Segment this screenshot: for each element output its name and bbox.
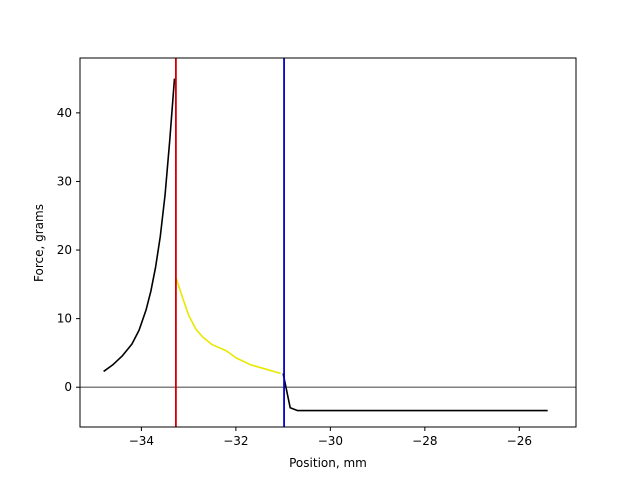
x-axis-label: Position, mm (289, 456, 367, 470)
y-axis-label: Force, grams (32, 204, 46, 282)
y-tick-label: 40 (57, 106, 72, 120)
x-tick-label: −28 (412, 434, 437, 448)
series-line-2 (175, 277, 281, 375)
plot-area (79, 57, 577, 428)
x-axis-ticks: −34 −32 −30 −28 −26 (129, 427, 532, 448)
y-tick-label: 0 (64, 380, 72, 394)
series-line-1 (103, 78, 176, 373)
y-tick-label: 20 (57, 243, 72, 257)
y-tick-label: 30 (57, 174, 72, 188)
y-axis-ticks: 0 10 20 30 40 (57, 106, 80, 394)
x-tick-label: −30 (318, 434, 343, 448)
x-tick-label: −34 (129, 434, 154, 448)
y-tick-label: 10 (57, 312, 72, 326)
x-tick-label: −32 (223, 434, 248, 448)
axes-frame (79, 57, 577, 428)
series-line-3 (282, 373, 548, 412)
x-tick-label: −26 (507, 434, 532, 448)
